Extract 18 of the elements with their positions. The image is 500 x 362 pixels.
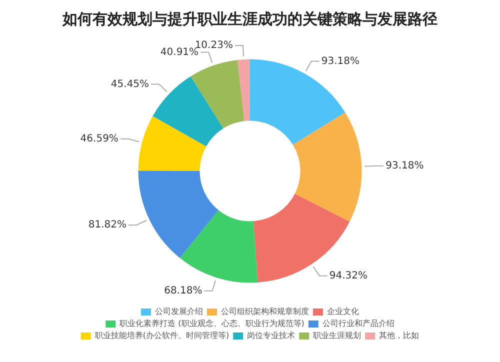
data-label: 68.18% — [164, 286, 202, 297]
legend-label: 其他，比如 — [379, 331, 420, 340]
data-label: 93.18% — [386, 160, 424, 172]
legend-label: 公司行业和产品介绍 — [322, 319, 394, 328]
chart-title: 如何有效规划与提升职业生涯成功的关键策略与发展路径 — [61, 9, 438, 30]
legend-label: 职业技能培养(办公软件、时间管理等) — [94, 331, 230, 340]
legend-label: 企业文化 — [327, 307, 359, 316]
data-label: 94.32% — [329, 270, 368, 282]
legend-label: 公司发展介绍 — [155, 307, 203, 316]
legend-label: 岗位专业技术 — [247, 331, 296, 340]
legend-label: 职业化素养打造 (职业观念、心态、职业行为规范等) — [120, 319, 304, 328]
data-label: 40.91% — [160, 46, 199, 58]
data-label: 46.59% — [80, 133, 118, 144]
data-label: 93.18% — [321, 56, 360, 67]
data-label: 45.45% — [110, 78, 150, 90]
data-label: 81.82% — [88, 220, 127, 231]
legend-label: 公司组织架构和规章制度 — [221, 307, 309, 316]
legend-label: 职业生涯规划 — [313, 331, 362, 340]
